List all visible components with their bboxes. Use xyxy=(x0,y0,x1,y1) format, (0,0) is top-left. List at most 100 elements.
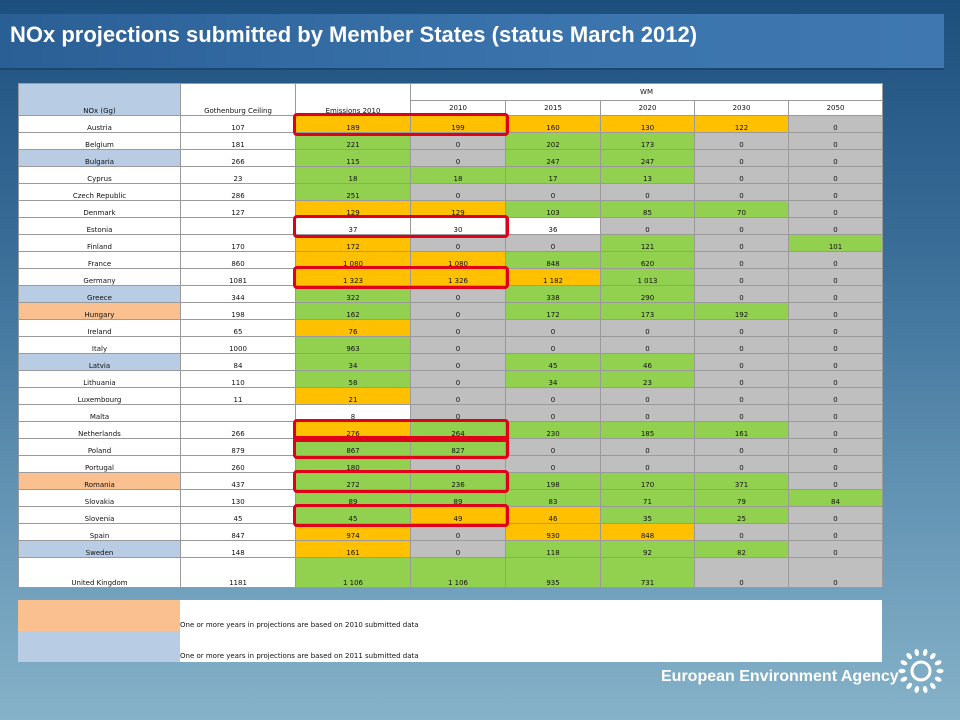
ceiling-cell: 181 xyxy=(180,132,296,150)
projection-cell-2050: 0 xyxy=(787,387,884,405)
projection-cell-2020: 848 xyxy=(600,523,695,541)
projection-cell-2030: 0 xyxy=(694,319,789,337)
projection-cell-2030: 371 xyxy=(694,472,789,490)
projection-cell-2050: 0 xyxy=(787,200,884,218)
table-row: Portugal 260 180 0 0 0 0 0 xyxy=(18,455,884,473)
projection-cell-2020: 620 xyxy=(600,251,695,269)
country-cell: Cyprus xyxy=(18,166,181,184)
emissions-2010-cell: 251 xyxy=(295,183,411,201)
projection-cell-2010: 1 326 xyxy=(410,268,506,286)
emissions-2010-cell: 58 xyxy=(295,370,411,388)
projection-cell-2010: 0 xyxy=(410,149,506,167)
projection-cell-2030: 0 xyxy=(694,183,789,201)
projection-cell-2030: 0 xyxy=(694,557,789,588)
projection-cell-2050: 0 xyxy=(787,455,884,473)
table-row: Poland 879 867 827 0 0 0 0 xyxy=(18,438,884,456)
legend-swatch-2011 xyxy=(18,631,180,662)
sun-ray xyxy=(900,676,908,682)
projection-cell-2015: 0 xyxy=(505,387,601,405)
ceiling-cell: 286 xyxy=(180,183,296,201)
projection-cell-2010: 1 106 xyxy=(410,557,506,588)
projection-cell-2015: 103 xyxy=(505,200,601,218)
projection-cell-2010: 0 xyxy=(410,183,506,201)
projection-cell-2050: 0 xyxy=(787,540,884,558)
projection-cell-2020: 1 013 xyxy=(600,268,695,286)
projection-cell-2050: 0 xyxy=(787,472,884,490)
projection-cell-2030: 0 xyxy=(694,132,789,150)
projection-cell-2015: 230 xyxy=(505,421,601,439)
ceiling-cell: 1000 xyxy=(180,336,296,354)
sun-ray xyxy=(929,682,936,690)
projection-cell-2030: 70 xyxy=(694,200,789,218)
projection-cell-2010: 0 xyxy=(410,319,506,337)
projection-cell-2015: 935 xyxy=(505,557,601,588)
projection-cell-2020: 92 xyxy=(600,540,695,558)
projection-cell-2030: 0 xyxy=(694,455,789,473)
projection-cell-2030: 0 xyxy=(694,523,789,541)
projection-cell-2020: 121 xyxy=(600,234,695,252)
projection-cell-2010: 18 xyxy=(410,166,506,184)
projection-cell-2010: 827 xyxy=(410,438,506,456)
emissions-2010-cell: 272 xyxy=(295,472,411,490)
projection-cell-2050: 0 xyxy=(787,421,884,439)
country-cell: Hungary xyxy=(18,302,181,320)
ceiling-cell: 65 xyxy=(180,319,296,337)
sun-ray xyxy=(936,668,944,674)
country-cell: Slovakia xyxy=(18,489,181,507)
country-cell: Netherlands xyxy=(18,421,181,439)
sun-ray xyxy=(929,652,936,660)
highlight-box xyxy=(292,418,509,442)
table-row: Latvia 84 34 0 45 46 0 0 xyxy=(18,353,884,371)
header-wm-group: WM xyxy=(409,83,884,101)
ceiling-cell: 847 xyxy=(180,523,296,541)
emissions-2010-cell: 8 xyxy=(295,404,411,422)
country-cell: Denmark xyxy=(18,200,181,218)
country-cell: Ireland xyxy=(18,319,181,337)
ceiling-cell: 1081 xyxy=(180,268,296,286)
emissions-2010-cell: 18 xyxy=(295,166,411,184)
eea-sun-logo-icon xyxy=(898,648,944,694)
projection-cell-2050: 0 xyxy=(787,302,884,320)
country-cell: Belgium xyxy=(18,132,181,150)
projection-cell-2050: 0 xyxy=(787,353,884,371)
sun-ray xyxy=(898,668,906,674)
projection-cell-2010: 0 xyxy=(410,353,506,371)
emissions-2010-cell: 76 xyxy=(295,319,411,337)
projection-cell-2010: 49 xyxy=(410,506,506,524)
projection-cell-2030: 82 xyxy=(694,540,789,558)
projection-cell-2010: 0 xyxy=(410,285,506,303)
table-row: Czech Republic 286 251 0 0 0 0 0 xyxy=(18,183,884,201)
projection-cell-2015: 160 xyxy=(505,115,601,133)
projection-cell-2030: 0 xyxy=(694,217,789,235)
projection-cell-2010: 0 xyxy=(410,370,506,388)
title-bar: NOx projections submitted by Member Stat… xyxy=(0,14,944,70)
projection-cell-2020: 0 xyxy=(600,455,695,473)
projection-cell-2030: 0 xyxy=(694,336,789,354)
projection-cell-2020: 0 xyxy=(600,183,695,201)
legend-item: One or more years in projections are bas… xyxy=(18,600,882,631)
projection-cell-2015: 0 xyxy=(505,336,601,354)
table-row: Luxembourg 11 21 0 0 0 0 0 xyxy=(18,387,884,405)
header-gothenburg-ceiling: Gothenburg Ceiling xyxy=(180,83,296,116)
projection-cell-2020: 71 xyxy=(600,489,695,507)
sun-ray xyxy=(906,682,913,690)
country-cell: Italy xyxy=(18,336,181,354)
projection-cell-2030: 0 xyxy=(694,404,789,422)
projection-cell-2015: 17 xyxy=(505,166,601,184)
projection-cell-2015: 83 xyxy=(505,489,601,507)
projection-cell-2015: 0 xyxy=(505,404,601,422)
country-cell: Greece xyxy=(18,285,181,303)
country-cell: Spain xyxy=(18,523,181,541)
projection-cell-2050: 84 xyxy=(787,489,884,507)
projection-cell-2020: 173 xyxy=(600,302,695,320)
highlight-box xyxy=(292,503,509,527)
ceiling-cell xyxy=(180,404,296,422)
emissions-2010-cell: 276 xyxy=(295,421,411,439)
projection-cell-2050: 0 xyxy=(787,132,884,150)
highlight-box xyxy=(292,469,509,493)
projection-cell-2020: 173 xyxy=(600,132,695,150)
sun-ray xyxy=(900,660,908,666)
projection-cell-2030: 25 xyxy=(694,506,789,524)
projection-cell-2010: 0 xyxy=(410,336,506,354)
table-row: France 860 1 080 1 080 848 620 0 0 xyxy=(18,251,884,269)
